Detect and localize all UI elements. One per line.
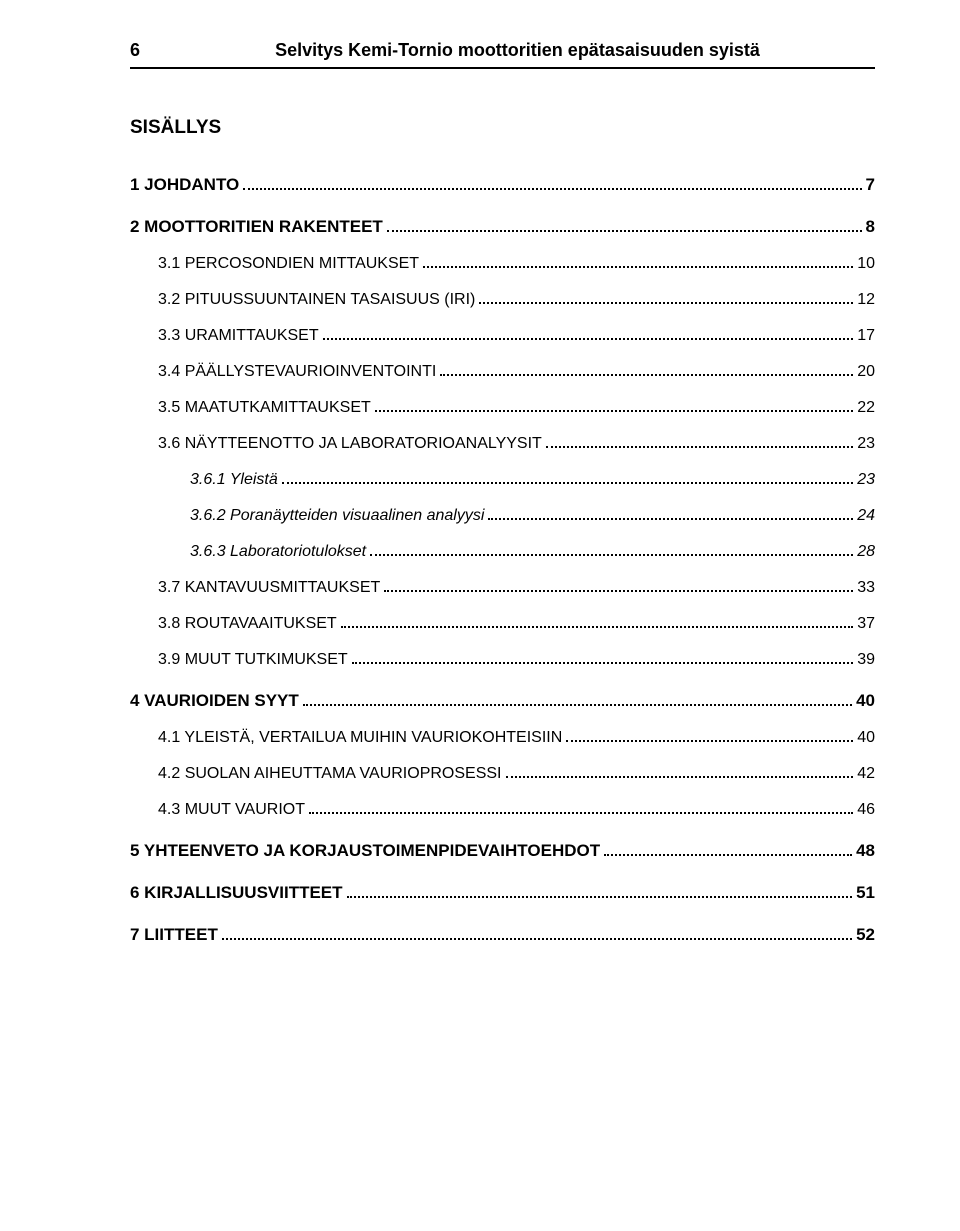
toc-entry: 1 JOHDANTO 7 — [130, 175, 875, 195]
toc-entry-label: 3.2 PITUUSSUUNTAINEN TASAISUUS (IRI) — [158, 291, 475, 309]
toc-leader-dots — [323, 338, 854, 340]
toc-entry-label: 3.5 MAATUTKAMITTAUKSET — [158, 399, 371, 417]
toc-entry-label: 1 JOHDANTO — [130, 175, 239, 195]
toc-leader-dots — [440, 374, 853, 376]
toc-entry-label: 5 YHTEENVETO JA KORJAUSTOIMENPIDEVAIHTOE… — [130, 841, 600, 861]
toc-entry-page: 22 — [857, 399, 875, 417]
toc-entry: 6 KIRJALLISUUSVIITTEET 51 — [130, 883, 875, 903]
toc-container: 1 JOHDANTO 7 2 MOOTTORITIEN RAKENTEET 8 3.1 … — [130, 175, 875, 945]
toc-entry-page: 7 — [866, 175, 875, 195]
toc-entry: 3.3 URAMITTAUKSET 17 — [130, 327, 875, 345]
toc-leader-dots — [352, 662, 854, 664]
toc-leader-dots — [222, 938, 852, 940]
toc-entry-page: 20 — [857, 363, 875, 381]
toc-entry: 4.3 MUUT VAURIOT 46 — [130, 801, 875, 819]
toc-entry-label: 3.1 PERCOSONDIEN MITTAUKSET — [158, 255, 419, 273]
toc-entry-label: 4.3 MUUT VAURIOT — [158, 801, 305, 819]
toc-entry-page: 8 — [866, 217, 875, 237]
toc-entry-label: 3.4 PÄÄLLYSTEVAURIOINVENTOINTI — [158, 363, 436, 381]
toc-leader-dots — [423, 266, 853, 268]
toc-heading: SISÄLLYS — [130, 117, 875, 139]
toc-entry-page: 12 — [857, 291, 875, 309]
toc-leader-dots — [370, 554, 853, 556]
toc-leader-dots — [488, 518, 853, 520]
toc-entry-label: 3.3 URAMITTAUKSET — [158, 327, 319, 345]
toc-entry-page: 24 — [857, 507, 875, 525]
toc-entry: 5 YHTEENVETO JA KORJAUSTOIMENPIDEVAIHTOE… — [130, 841, 875, 861]
toc-entry: 3.7 KANTAVUUSMITTAUKSET 33 — [130, 579, 875, 597]
toc-leader-dots — [375, 410, 853, 412]
toc-entry-page: 39 — [857, 651, 875, 669]
toc-entry-label: 3.6.3 Laboratoriotulokset — [190, 543, 366, 561]
toc-entry: 3.4 PÄÄLLYSTEVAURIOINVENTOINTI 20 — [130, 363, 875, 381]
toc-entry-page: 10 — [857, 255, 875, 273]
toc-leader-dots — [546, 446, 853, 448]
toc-entry-page: 42 — [857, 765, 875, 783]
toc-entry: 3.9 MUUT TUTKIMUKSET 39 — [130, 651, 875, 669]
toc-entry-page: 17 — [857, 327, 875, 345]
toc-entry: 4 VAURIOIDEN SYYT 40 — [130, 691, 875, 711]
toc-entry-page: 52 — [856, 925, 875, 945]
toc-leader-dots — [566, 740, 853, 742]
toc-entry: 3.8 ROUTAVAAITUKSET 37 — [130, 615, 875, 633]
toc-entry-page: 46 — [857, 801, 875, 819]
toc-entry-label: 3.6 NÄYTTEENOTTO JA LABORATORIOANALYYSIT — [158, 435, 542, 453]
toc-entry: 3.6.1 Yleistä 23 — [130, 471, 875, 489]
page-header: 6 Selvitys Kemi-Tornio moottoritien epät… — [130, 40, 875, 61]
toc-entry-label: 3.6.2 Poranäytteiden visuaalinen analyys… — [190, 507, 484, 525]
header-title: Selvitys Kemi-Tornio moottoritien epätas… — [160, 40, 875, 61]
toc-leader-dots — [604, 854, 852, 856]
toc-entry-label: 3.6.1 Yleistä — [190, 471, 278, 489]
toc-entry: 2 MOOTTORITIEN RAKENTEET 8 — [130, 217, 875, 237]
toc-entry: 3.6.3 Laboratoriotulokset 28 — [130, 543, 875, 561]
toc-entry-label: 2 MOOTTORITIEN RAKENTEET — [130, 217, 383, 237]
toc-entry-page: 40 — [857, 729, 875, 747]
toc-entry: 3.6.2 Poranäytteiden visuaalinen analyys… — [130, 507, 875, 525]
toc-entry-page: 37 — [857, 615, 875, 633]
toc-leader-dots — [309, 812, 853, 814]
toc-entry-page: 48 — [856, 841, 875, 861]
toc-entry: 3.2 PITUUSSUUNTAINEN TASAISUUS (IRI) 12 — [130, 291, 875, 309]
page-number: 6 — [130, 40, 160, 61]
toc-leader-dots — [341, 626, 854, 628]
toc-leader-dots — [347, 896, 853, 898]
toc-entry-page: 40 — [856, 691, 875, 711]
toc-entry: 7 LIITTEET 52 — [130, 925, 875, 945]
header-rule — [130, 67, 875, 69]
toc-entry: 4.1 YLEISTÄ, VERTAILUA MUIHIN VAURIOKOHT… — [130, 729, 875, 747]
toc-entry-label: 3.9 MUUT TUTKIMUKSET — [158, 651, 348, 669]
toc-leader-dots — [506, 776, 854, 778]
toc-leader-dots — [282, 482, 853, 484]
toc-entry-label: 7 LIITTEET — [130, 925, 218, 945]
toc-entry-page: 33 — [857, 579, 875, 597]
toc-entry: 3.1 PERCOSONDIEN MITTAUKSET 10 — [130, 255, 875, 273]
toc-entry-page: 23 — [857, 471, 875, 489]
toc-leader-dots — [384, 590, 853, 592]
toc-entry-label: 4.1 YLEISTÄ, VERTAILUA MUIHIN VAURIOKOHT… — [158, 729, 562, 747]
toc-leader-dots — [479, 302, 853, 304]
toc-leader-dots — [387, 230, 862, 232]
toc-entry-label: 6 KIRJALLISUUSVIITTEET — [130, 883, 343, 903]
toc-leader-dots — [243, 188, 861, 190]
toc-entry: 3.6 NÄYTTEENOTTO JA LABORATORIOANALYYSIT… — [130, 435, 875, 453]
toc-entry-label: 4.2 SUOLAN AIHEUTTAMA VAURIOPROSESSI — [158, 765, 502, 783]
document-page: 6 Selvitys Kemi-Tornio moottoritien epät… — [0, 0, 960, 1231]
toc-entry-label: 3.7 KANTAVUUSMITTAUKSET — [158, 579, 380, 597]
toc-entry-label: 4 VAURIOIDEN SYYT — [130, 691, 299, 711]
toc-leader-dots — [303, 704, 852, 706]
toc-entry: 3.5 MAATUTKAMITTAUKSET 22 — [130, 399, 875, 417]
toc-entry-label: 3.8 ROUTAVAAITUKSET — [158, 615, 337, 633]
toc-entry-page: 51 — [856, 883, 875, 903]
toc-entry-page: 23 — [857, 435, 875, 453]
toc-entry: 4.2 SUOLAN AIHEUTTAMA VAURIOPROSESSI 42 — [130, 765, 875, 783]
toc-entry-page: 28 — [857, 543, 875, 561]
